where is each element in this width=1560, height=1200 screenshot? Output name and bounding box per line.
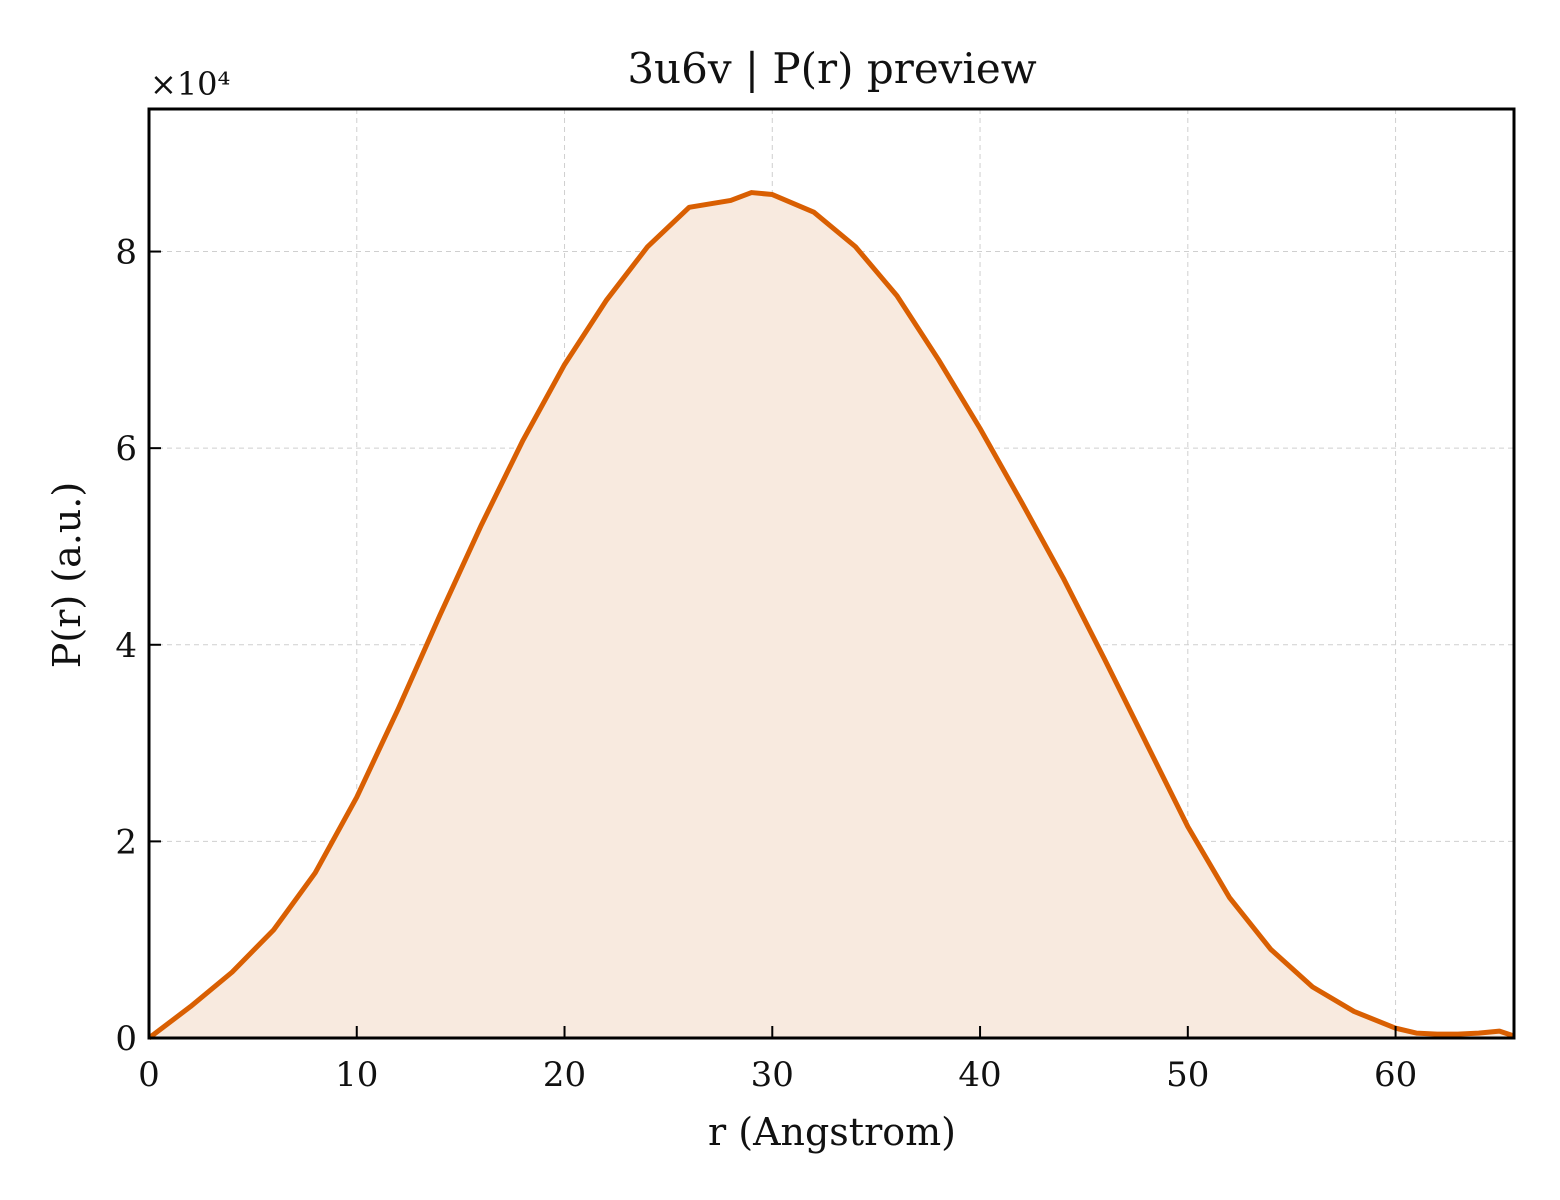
plot-frame bbox=[147, 107, 1516, 1040]
x-tick-label-50: 50 bbox=[1166, 1055, 1209, 1095]
y-tick-label-0: 0 bbox=[115, 1019, 137, 1059]
y-tick-label-4: 4 bbox=[115, 626, 137, 666]
y-tick-label-6: 6 bbox=[115, 429, 137, 469]
x-tick-label-30: 30 bbox=[751, 1055, 794, 1095]
y-multiplier-label: ×10⁴ bbox=[150, 65, 230, 103]
x-tick-label-60: 60 bbox=[1374, 1055, 1417, 1095]
x-tick-label-0: 0 bbox=[138, 1055, 160, 1095]
pr-curve bbox=[147, 190, 1515, 1040]
x-tick-label-40: 40 bbox=[958, 1055, 1001, 1095]
pr-area-fill bbox=[149, 192, 1514, 1038]
y-axis-label: P(r) (a.u.) bbox=[45, 482, 89, 668]
y-tick-label-8: 8 bbox=[115, 233, 137, 273]
x-tick-label-10: 10 bbox=[335, 1055, 378, 1095]
x-axis-label: r (Angstrom) bbox=[708, 1110, 956, 1154]
y-tick-label-2: 2 bbox=[115, 822, 137, 862]
axis-ticks: 0 10 20 30 40 50 60 0 2 4 6 8 bbox=[115, 233, 1417, 1095]
chart-title: 3u6v | P(r) preview bbox=[627, 44, 1036, 93]
x-tick-label-20: 20 bbox=[543, 1055, 586, 1095]
